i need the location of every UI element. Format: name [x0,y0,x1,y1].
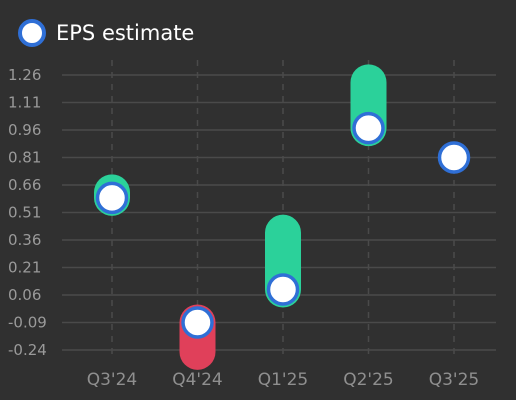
x-tick-label: Q4'24 [172,370,223,390]
y-tick-label: 0.51 [8,204,41,222]
estimate-marker [266,273,300,306]
y-tick-label: 0.96 [8,121,41,139]
estimate-marker [437,141,471,174]
y-tick-label: 1.26 [8,66,41,84]
estimate-marker [181,306,214,339]
y-tick-label: 0.06 [8,286,41,304]
y-tick-label: 0.66 [8,176,41,194]
y-tick-label: -0.09 [8,314,47,332]
y-tick-label: 0.36 [8,231,41,249]
x-tick-label: Q1'25 [258,370,309,390]
y-tick-label: 1.11 [8,94,41,112]
y-tick-label: 0.81 [8,149,41,167]
y-tick-label: -0.24 [8,341,47,359]
x-tick-label: Q3'24 [87,370,138,390]
x-tick-label: Q2'25 [343,370,394,390]
estimate-marker [352,111,385,145]
x-tick-label: Q3'25 [429,370,480,390]
legend-marker-icon [18,19,46,47]
legend: EPS estimate [18,19,194,47]
y-tick-label: 0.21 [8,259,41,277]
estimate-marker [95,181,129,215]
legend-label: EPS estimate [56,21,195,45]
